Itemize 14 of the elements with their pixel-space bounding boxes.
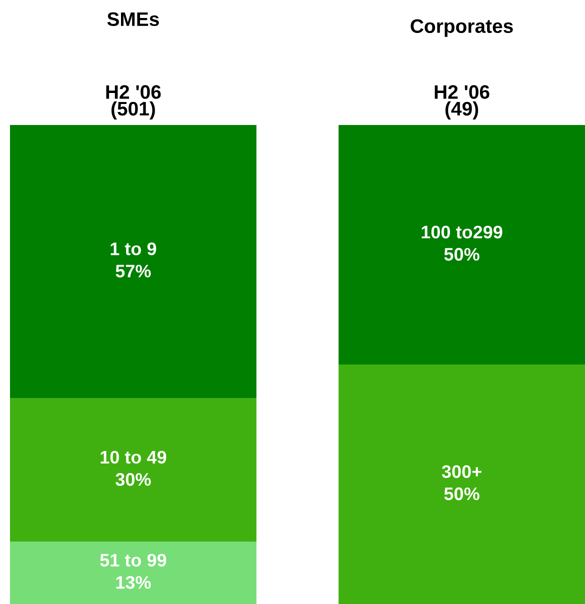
data-label: 50%: [444, 248, 480, 261]
series-label: 300+: [442, 465, 482, 478]
series-label: 100 to299: [422, 226, 502, 238]
data-label: 30%: [116, 473, 151, 486]
text: SMEs: [107, 12, 159, 26]
text: Corporates: [410, 19, 513, 37]
series-label: 10 to 49: [100, 450, 166, 464]
series-label: 51 to 99: [100, 554, 166, 567]
series-label: 1 to 9: [110, 242, 156, 256]
data-label: 57%: [116, 264, 151, 278]
x-tick-label: H2 '06 (49): [434, 85, 490, 120]
x-tick-label: H2 '06 (501): [106, 85, 161, 120]
data-label: 13%: [116, 576, 151, 589]
data-label: 50%: [444, 487, 480, 500]
